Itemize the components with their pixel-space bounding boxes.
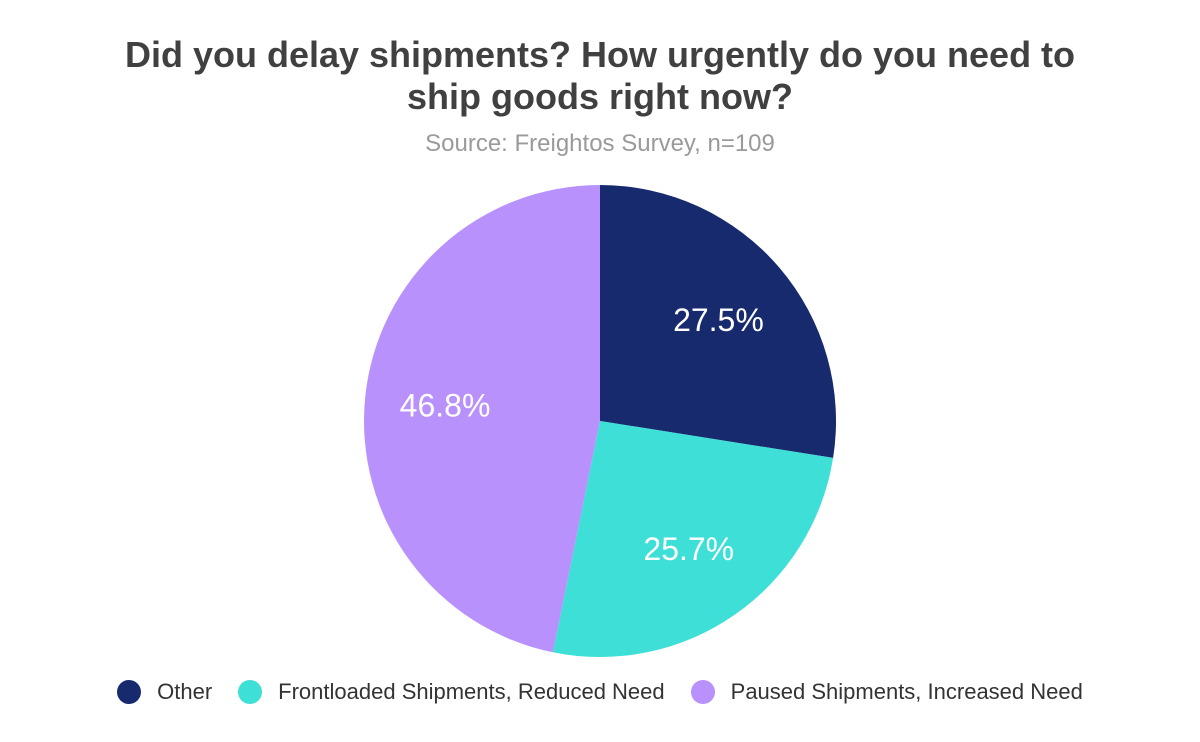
legend-item-frontloaded[interactable]: Frontloaded Shipments, Reduced Need — [238, 678, 665, 706]
legend-swatch-other — [117, 680, 142, 704]
legend-label-frontloaded: Frontloaded Shipments, Reduced Need — [278, 679, 665, 704]
pie-slice-other[interactable] — [600, 185, 836, 458]
legend-swatch-paused — [690, 680, 715, 704]
chart-title: Did you delay shipments? How urgently do… — [0, 34, 1200, 118]
pie-slice-paused[interactable] — [364, 185, 600, 653]
chart-subtitle: Source: Freightos Survey, n=109 — [425, 130, 775, 157]
legend-label-other: Other — [157, 679, 213, 704]
chart-legend: Other Frontloaded Shipments, Reduced Nee… — [0, 678, 1200, 706]
legend-item-other[interactable]: Other — [117, 678, 212, 706]
legend-label-paused: Paused Shipments, Increased Need — [730, 679, 1083, 704]
data-label-other: 27.5% — [673, 302, 764, 338]
data-label-frontloaded: 25.7% — [643, 531, 734, 567]
chart-title-line-1: Did you delay shipments? How urgently do… — [124, 34, 1076, 75]
legend-item-paused[interactable]: Paused Shipments, Increased Need — [690, 678, 1083, 706]
legend-swatch-frontloaded — [238, 680, 263, 704]
chart-title-line-2: ship goods right now? — [407, 76, 793, 117]
data-label-paused: 46.8% — [400, 387, 491, 423]
pie-slice-frontloaded[interactable] — [552, 421, 834, 657]
